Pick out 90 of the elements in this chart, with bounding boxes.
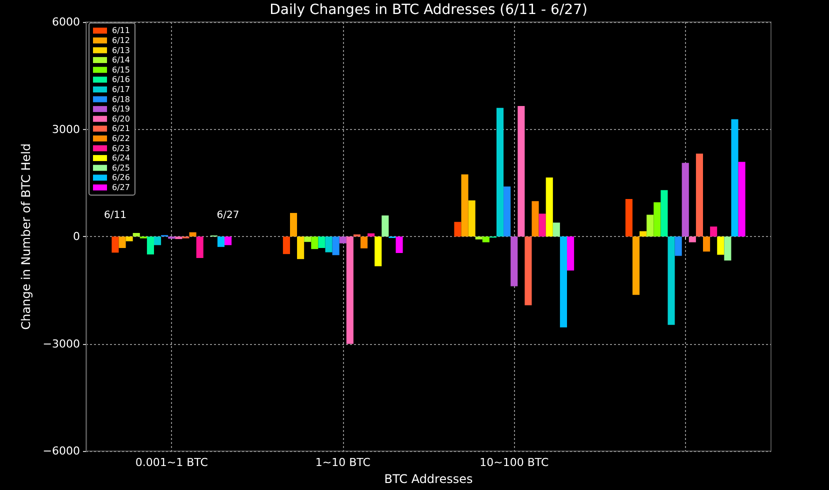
y-tick-label: −6000 [42,444,80,458]
bar [146,236,154,254]
bar [297,236,304,260]
bar [696,154,704,237]
bar [360,236,368,248]
bar [290,212,298,237]
bar [304,236,312,242]
bar [510,236,518,286]
bar [710,226,718,237]
legend-label: 6/14 [112,56,130,65]
bar [132,232,140,237]
bar [154,236,162,246]
bar [318,236,326,248]
bar [217,236,225,247]
x-tick-label: 0.001~1 BTC [135,456,208,470]
bar [682,162,689,237]
legend-label: 6/19 [112,104,130,114]
bar [632,236,640,295]
bar [674,236,682,256]
bar [368,233,375,237]
chart-title: Daily Changes in BTC Addresses (6/11 - 6/27) [270,2,588,18]
y-axis-title: Change in Number of BTC Held [18,143,33,330]
y-tick-label: 0 [73,230,80,244]
legend-label: 6/16 [112,75,130,84]
bar [567,236,574,271]
bar [382,215,389,237]
legend-label: 6/26 [112,173,130,182]
bar [518,106,525,237]
bar [118,236,126,248]
bar [325,236,332,252]
bar [196,236,204,258]
bar [703,236,710,252]
legend-label: 6/20 [112,114,130,124]
bar [552,222,560,237]
bar [688,236,696,242]
legend-label: 6/22 [112,134,130,143]
legend-label: 6/15 [112,65,130,74]
bar [353,234,361,237]
bar [126,236,133,242]
x-axis-title: BTC Addresses [384,472,473,486]
y-tick-label: 3000 [52,122,80,136]
legend-label: 6/25 [112,163,130,172]
legend-label: 6/27 [112,182,130,192]
bar [660,190,668,237]
bar [524,236,532,306]
legend-label: 6/12 [112,36,130,45]
legend-label: 6/24 [112,154,130,163]
bar [538,214,546,237]
bar [482,236,490,242]
bar [374,236,382,266]
bar [717,236,724,255]
bar [504,186,511,237]
legend-label: 6/23 [112,144,130,153]
legend-label: 6/13 [112,46,130,55]
bar [546,178,553,237]
bar [454,222,462,237]
bar [640,231,647,237]
bar [668,236,675,325]
bar [189,232,196,237]
bar [468,200,476,237]
bar [461,174,468,237]
bar [339,236,346,244]
bar [646,214,654,237]
x-tick-label: 1~10 BTC [315,456,371,470]
y-tick-label: −3000 [42,337,80,350]
legend-label: 6/11 [112,26,130,36]
bar [654,202,661,237]
legend-label: 6/17 [112,84,130,94]
bar [311,236,318,250]
annotation: 6/11 [104,210,126,222]
bar [475,236,482,240]
annotation: 6/27 [216,210,240,222]
bar [332,236,340,256]
legend-label: 6/18 [112,94,130,104]
bar [532,201,539,237]
bar [560,236,568,328]
bar [625,199,632,237]
bar [282,236,290,254]
bar [175,236,182,240]
bar [112,236,119,253]
bar [724,236,732,261]
bar [731,119,738,237]
bar [346,236,354,344]
bar [738,162,746,237]
bar [396,236,403,253]
legend-label: 6/21 [112,124,130,134]
bar [496,108,504,237]
bar [224,236,232,246]
y-tick-label: 6000 [52,16,80,28]
x-tick-label: 10~100 BTC [480,456,549,470]
